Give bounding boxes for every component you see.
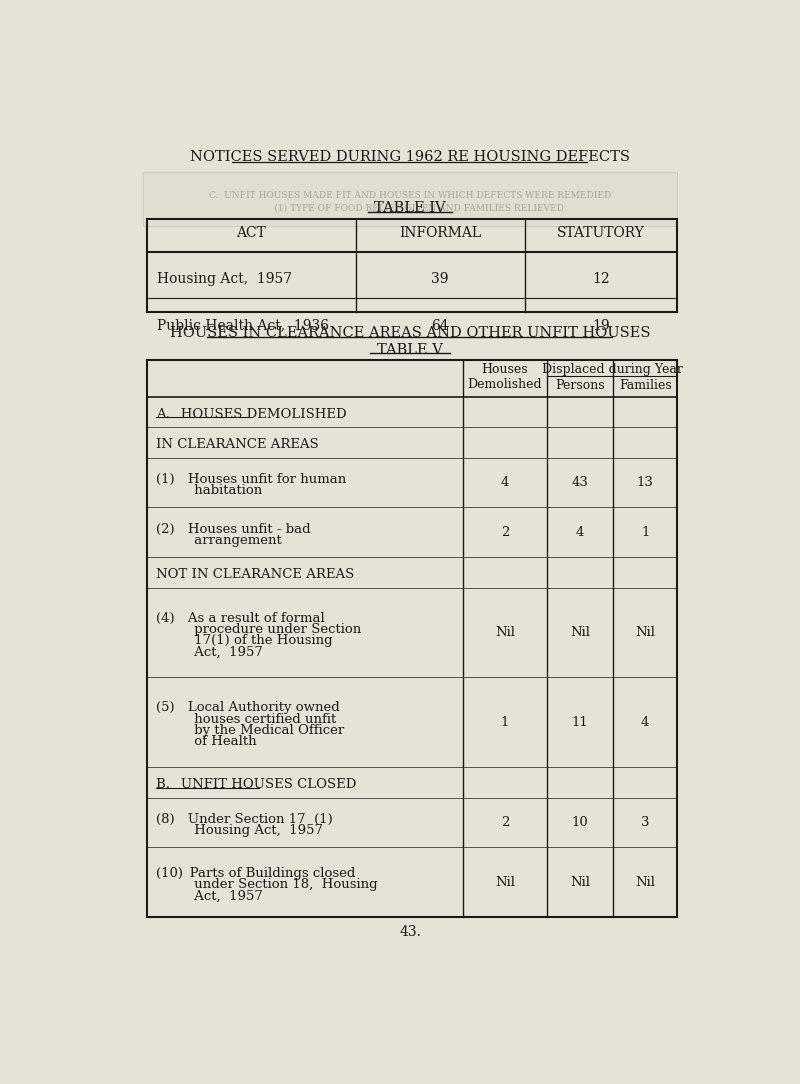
Text: (1) Houses unfit for human: (1) Houses unfit for human xyxy=(156,473,346,486)
Text: 11: 11 xyxy=(572,715,589,728)
Text: 2: 2 xyxy=(501,526,509,539)
Text: 3: 3 xyxy=(641,816,650,829)
Text: habitation: habitation xyxy=(156,485,262,498)
Text: ACT: ACT xyxy=(236,225,266,240)
Text: 19: 19 xyxy=(592,319,610,333)
Text: (10) Parts of Buildings closed: (10) Parts of Buildings closed xyxy=(156,867,355,880)
Text: Nil: Nil xyxy=(635,876,655,889)
Text: 43: 43 xyxy=(572,476,589,489)
Text: Housing Act,  1957: Housing Act, 1957 xyxy=(158,272,293,286)
Text: Housing Act,  1957: Housing Act, 1957 xyxy=(156,824,323,837)
Text: Houses
Demolished: Houses Demolished xyxy=(468,363,542,391)
Text: arrangement: arrangement xyxy=(156,533,282,546)
Text: Nil: Nil xyxy=(495,876,515,889)
Text: Persons: Persons xyxy=(555,378,605,391)
Text: 4: 4 xyxy=(576,526,584,539)
Text: Nil: Nil xyxy=(495,627,515,640)
Text: Act,  1957: Act, 1957 xyxy=(156,645,262,658)
Text: 64: 64 xyxy=(431,319,449,333)
Text: Nil: Nil xyxy=(635,627,655,640)
Text: Public Health Act,  1936: Public Health Act, 1936 xyxy=(158,319,330,333)
Text: 4: 4 xyxy=(641,715,650,728)
Text: B.  UNFIT HOUSES CLOSED: B. UNFIT HOUSES CLOSED xyxy=(156,778,356,791)
Text: HOUSES IN CLEARANCE AREAS AND OTHER UNFIT HOUSES: HOUSES IN CLEARANCE AREAS AND OTHER UNFI… xyxy=(170,325,650,339)
Text: 10: 10 xyxy=(572,816,589,829)
Text: (5) Local Authority owned: (5) Local Authority owned xyxy=(156,701,339,714)
Text: Nil: Nil xyxy=(570,627,590,640)
Text: 17(1) of the Housing: 17(1) of the Housing xyxy=(156,634,333,647)
Text: 2: 2 xyxy=(501,816,509,829)
Text: 4: 4 xyxy=(501,476,509,489)
Text: 43.: 43. xyxy=(399,926,421,940)
Text: NOTICES SERVED DURING 1962 RE HOUSING DEFECTS: NOTICES SERVED DURING 1962 RE HOUSING DE… xyxy=(190,150,630,164)
Text: houses certified unfit: houses certified unfit xyxy=(156,712,336,725)
Text: 13: 13 xyxy=(637,476,654,489)
Text: 12: 12 xyxy=(592,272,610,286)
Text: (1) TYPE OF FOOD RELIEF GIVEN AND FAMILIES RELIEVED: (1) TYPE OF FOOD RELIEF GIVEN AND FAMILI… xyxy=(257,203,563,212)
Text: by the Medical Officer: by the Medical Officer xyxy=(156,724,344,737)
Text: Families: Families xyxy=(619,378,671,391)
Text: Act,  1957: Act, 1957 xyxy=(156,889,262,902)
Text: TABLE V: TABLE V xyxy=(377,343,443,357)
Text: under Section 18,  Housing: under Section 18, Housing xyxy=(156,878,378,891)
Text: NOT IN CLEARANCE AREAS: NOT IN CLEARANCE AREAS xyxy=(156,568,354,581)
Text: Nil: Nil xyxy=(570,876,590,889)
Text: 39: 39 xyxy=(431,272,449,286)
Text: C.  UNFIT HOUSES MADE FIT AND HOUSES IN WHICH DEFECTS WERE REMEDIED: C. UNFIT HOUSES MADE FIT AND HOUSES IN W… xyxy=(209,191,611,199)
Text: procedure under Section: procedure under Section xyxy=(156,623,361,636)
Text: IN CLEARANCE AREAS: IN CLEARANCE AREAS xyxy=(156,439,318,452)
Text: STATUTORY: STATUTORY xyxy=(557,225,645,240)
Bar xyxy=(142,171,678,225)
Text: TABLE IV: TABLE IV xyxy=(374,201,446,215)
Text: (8) Under Section 17  (1): (8) Under Section 17 (1) xyxy=(156,813,333,826)
Text: (4) As a result of formal: (4) As a result of formal xyxy=(156,611,325,624)
Text: 1: 1 xyxy=(501,715,509,728)
Text: Displaced during Year: Displaced during Year xyxy=(542,363,682,376)
Text: (2) Houses unfit - bad: (2) Houses unfit - bad xyxy=(156,522,310,535)
Text: INFORMAL: INFORMAL xyxy=(399,225,482,240)
Text: 1: 1 xyxy=(641,526,650,539)
Text: of Health: of Health xyxy=(156,735,257,748)
Text: A.  HOUSES DEMOLISHED: A. HOUSES DEMOLISHED xyxy=(156,408,346,421)
